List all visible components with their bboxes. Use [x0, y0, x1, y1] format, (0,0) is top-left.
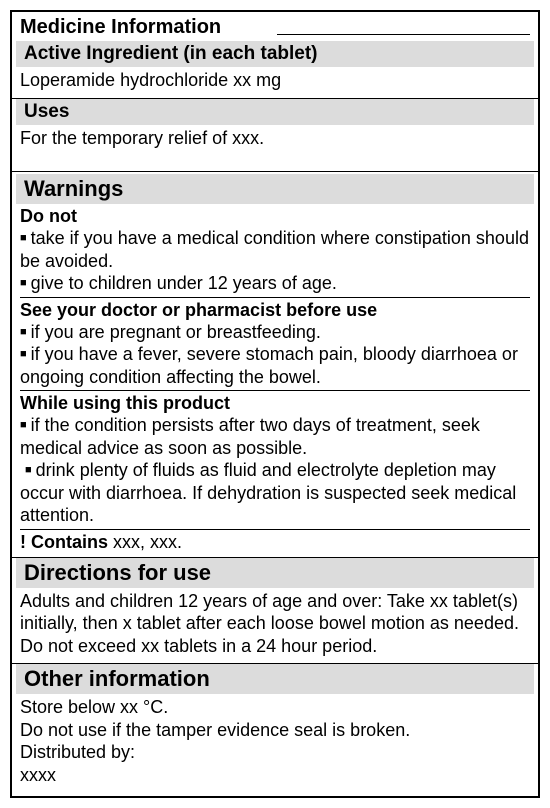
bullet-text: take if you have a medical condition whe… [20, 228, 529, 271]
subhead-while-using: While using this product [12, 391, 538, 414]
subhead-do-not: Do not [12, 204, 538, 227]
header-other: Other information [16, 664, 534, 694]
other-line: Distributed by: [20, 741, 530, 764]
bullet-text: if the condition persists after two days… [20, 415, 480, 458]
bullet-item: ■if you are pregnant or breastfeeding. [20, 321, 530, 344]
text-directions: Adults and children 12 years of age and … [12, 588, 538, 664]
other-line: Do not use if the tamper evidence seal i… [20, 719, 530, 742]
medicine-info-panel: Medicine Information Active Ingredient (… [10, 10, 540, 798]
bullets-do-not: ■take if you have a medical condition wh… [12, 227, 538, 297]
bullet-item: ■drink plenty of fluids as fluid and ele… [20, 459, 530, 527]
header-directions: Directions for use [16, 558, 534, 588]
bullet-item: ■if the condition persists after two day… [20, 414, 530, 459]
bullet-item: ■take if you have a medical condition wh… [20, 227, 530, 272]
bullet-item: ■give to children under 12 years of age. [20, 272, 530, 295]
header-uses: Uses [16, 99, 534, 125]
bullets-while-using: ■if the condition persists after two day… [12, 414, 538, 529]
title-row: Medicine Information [12, 12, 538, 41]
bullet-text: give to children under 12 years of age. [31, 273, 337, 293]
text-other: Store below xx °C. Do not use if the tam… [12, 694, 538, 796]
subhead-see-doctor: See your doctor or pharmacist before use [12, 298, 538, 321]
header-warnings: Warnings [16, 174, 534, 204]
panel-title: Medicine Information [20, 16, 221, 39]
title-underline [277, 34, 530, 35]
text-active-ingredient: Loperamide hydrochloride xx mg [12, 67, 538, 98]
divider [12, 171, 538, 172]
bullet-item: ■if you have a fever, severe stomach pai… [20, 343, 530, 388]
bullets-see-doctor: ■if you are pregnant or breastfeeding. ■… [12, 321, 538, 391]
row-contains: ! Contains xxx, xxx. [12, 530, 538, 557]
header-active-ingredient: Active Ingredient (in each tablet) [16, 41, 534, 67]
contains-text: xxx, xxx. [113, 532, 182, 552]
bullet-text: if you have a fever, severe stomach pain… [20, 344, 518, 387]
contains-prefix: ! Contains [20, 532, 108, 552]
bullet-text: drink plenty of fluids as fluid and elec… [20, 460, 516, 525]
bullet-text: if you are pregnant or breastfeeding. [31, 322, 321, 342]
text-uses: For the temporary relief of xxx. [12, 125, 538, 172]
other-line: xxxx [20, 764, 530, 787]
other-line: Store below xx °C. [20, 696, 530, 719]
